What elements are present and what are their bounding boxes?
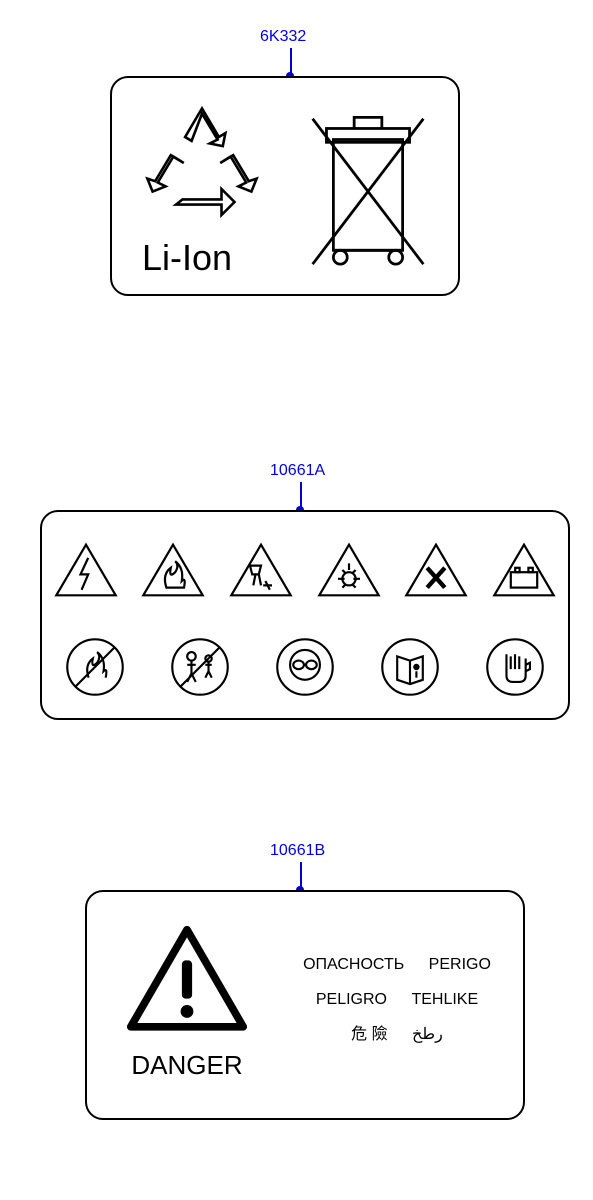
no-open-flame-circle-icon — [60, 632, 130, 702]
wear-goggles-circle-icon — [270, 632, 340, 702]
explosion-triangle-icon — [314, 535, 384, 605]
wear-gloves-circle-icon — [480, 632, 550, 702]
keep-away-children-circle-icon — [165, 632, 235, 702]
danger-lang-tr: TEHLIKE — [411, 982, 478, 1017]
danger-translations: ОПАСНОСТЬ PERIGO PELIGRO TEHLIKE 危 險 رطخ — [282, 947, 512, 1053]
li-ion-text: Li-Ion — [142, 237, 232, 279]
warning-exclamation-triangle-icon — [122, 922, 252, 1037]
danger-lang-ru: ОПАСНОСТЬ — [303, 947, 404, 982]
read-manual-circle-icon — [375, 632, 445, 702]
callout-label-10661A: 10661A — [270, 462, 325, 480]
crossed-bin-icon — [298, 98, 438, 278]
panel-li-ion-disposal: Li-Ion — [110, 76, 460, 296]
hazard-row-triangles — [42, 530, 568, 610]
panel-danger-multilingual: DANGER ОПАСНОСТЬ PERIGO PELIGRO TEHLIKE … — [85, 890, 525, 1120]
danger-block: DANGER — [112, 922, 262, 1081]
panel-hazard-pictograms — [40, 510, 570, 720]
high-voltage-triangle-icon — [51, 535, 121, 605]
callout-label-10661B: 10661B — [270, 842, 325, 860]
battery-triangle-icon — [489, 535, 559, 605]
harmful-x-triangle-icon — [401, 535, 471, 605]
callout-label-6K332: 6K332 — [260, 28, 306, 46]
danger-main-text: DANGER — [112, 1050, 262, 1081]
fire-triangle-icon — [138, 535, 208, 605]
danger-lang-ar: رطخ — [412, 1017, 443, 1052]
hazard-row-circles — [42, 627, 568, 707]
danger-lang-zh: 危 險 — [351, 1017, 387, 1052]
danger-lang-pt: PERIGO — [429, 947, 491, 982]
corrosive-triangle-icon — [226, 535, 296, 605]
danger-lang-es: PELIGRO — [316, 982, 387, 1017]
